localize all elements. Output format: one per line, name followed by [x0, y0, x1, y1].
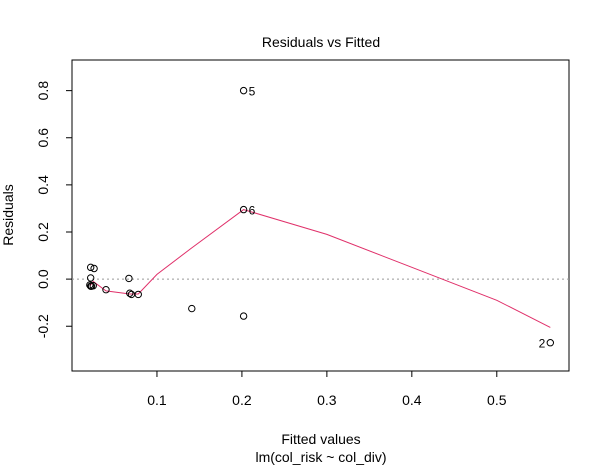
data-point	[90, 264, 98, 273]
model-formula-label: lm(col_risk ~ col_div)	[255, 449, 386, 465]
y-tick-label: 0.0	[35, 269, 51, 289]
data-point	[86, 281, 94, 289]
point-label: 5	[249, 85, 256, 99]
data-point	[86, 274, 95, 282]
data-point	[188, 304, 196, 313]
x-axis-label: Fitted values	[281, 431, 360, 447]
point-label: 6	[249, 204, 256, 218]
data-point	[102, 286, 110, 294]
data-point	[134, 290, 142, 299]
data-point	[125, 274, 133, 283]
data-point	[89, 282, 97, 290]
x-tick-label: 0.5	[487, 392, 507, 408]
data-point	[239, 205, 248, 214]
data-point	[86, 282, 95, 290]
data-point	[86, 263, 95, 272]
plot-frame	[71, 59, 570, 372]
data-point	[126, 289, 134, 297]
residual-points	[86, 86, 555, 347]
point-labels: 5 6 2	[249, 85, 546, 351]
y-tick-label: 0.4	[35, 175, 51, 195]
x-tick-label: 0.2	[232, 392, 252, 408]
point-label: 2	[539, 337, 546, 351]
y-axis-label: Residuals	[0, 184, 16, 245]
y-tick-label: -0.2	[35, 314, 51, 338]
chart-title: Residuals vs Fitted	[262, 34, 380, 50]
y-tick-label: 0.6	[35, 128, 51, 148]
x-axis: 0.1 0.2 0.3 0.4 0.5	[147, 370, 507, 408]
x-tick-label: 0.4	[402, 392, 422, 408]
y-axis: -0.2 0.0 0.2 0.4 0.6 0.8	[35, 81, 73, 338]
x-tick-label: 0.1	[147, 392, 167, 408]
x-tick-label: 0.3	[317, 392, 337, 408]
data-point	[239, 312, 248, 320]
data-point	[239, 86, 248, 95]
smoother-line	[89, 209, 551, 328]
data-point	[546, 339, 555, 347]
y-tick-label: 0.2	[35, 222, 51, 242]
y-tick-label: 0.8	[35, 81, 51, 101]
